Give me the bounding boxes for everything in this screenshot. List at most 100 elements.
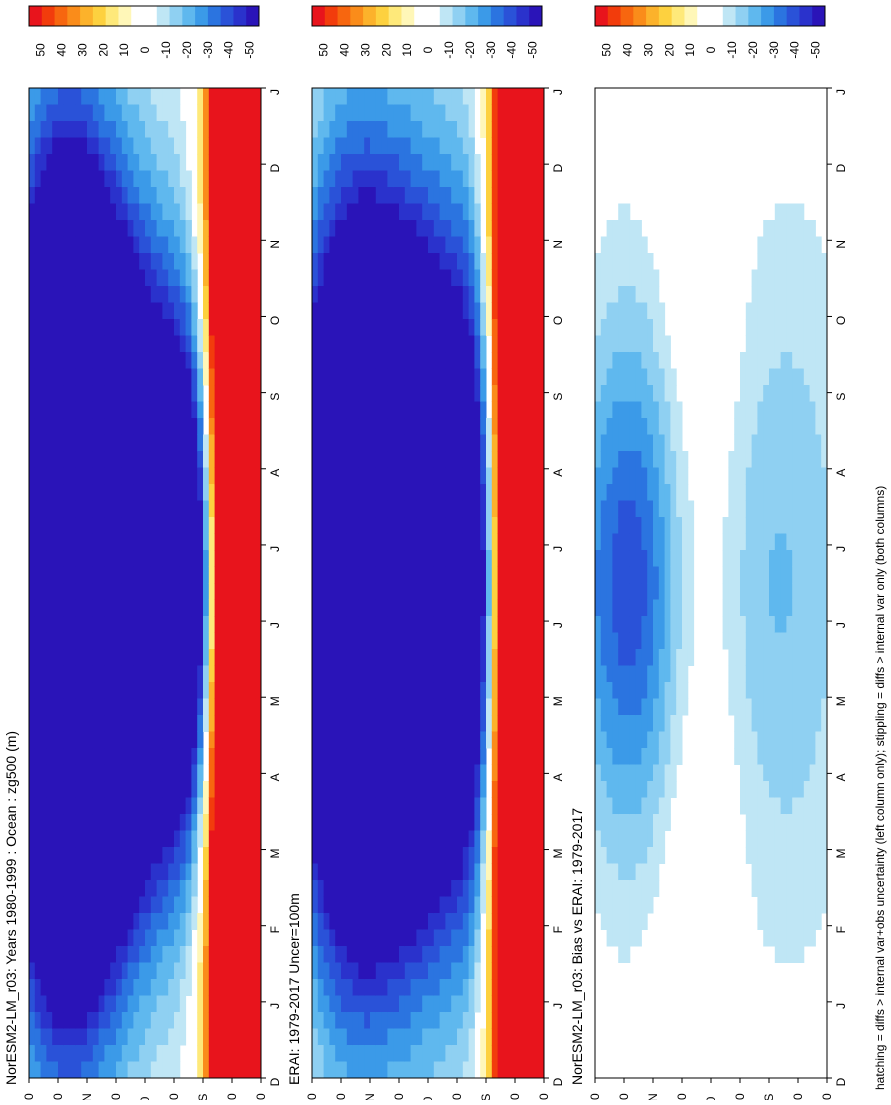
heatmap-cell [469,418,475,435]
heatmap-cell [209,930,215,947]
heatmap-cell [215,666,221,683]
heatmap-cell [244,1029,250,1046]
heatmap-cell [122,220,128,237]
heatmap-cell [422,616,428,633]
heatmap-cell [335,303,341,320]
heatmap-cell [145,484,151,501]
heatmap-cell [174,814,180,831]
heatmap-cell [347,138,353,155]
heatmap-cell [358,187,364,204]
heatmap-cell [75,237,81,254]
heatmap-cell [445,1029,451,1046]
heatmap-cell [382,385,388,402]
heatmap-cell [480,633,486,650]
heatmap-cell [387,517,393,534]
heatmap-cell [422,319,428,336]
heatmap-cell [457,649,463,666]
heatmap-cell [387,748,393,765]
heatmap-cell [139,319,145,336]
heatmap-cell [116,979,122,996]
heatmap-cell [110,798,116,815]
heatmap-cell [215,847,221,864]
heatmap-cell [122,369,128,386]
heatmap-cell [387,732,393,749]
heatmap-cell [52,880,58,897]
heatmap-cell [353,369,359,386]
heatmap-cell [41,303,47,320]
heatmap-cell [387,798,393,815]
heatmap-cell [474,930,480,947]
heatmap-cell [451,385,457,402]
x-tick-label: M [551,849,565,859]
heatmap-cell [110,930,116,947]
heatmap-cell [215,996,221,1013]
heatmap-cell [364,946,370,963]
heatmap-cell [122,88,128,105]
heatmap-cell [191,319,197,336]
heatmap-cell [104,946,110,963]
heatmap-cell [503,352,509,369]
heatmap-cell [376,831,382,848]
heatmap-cell [347,715,353,732]
heatmap-cell [364,913,370,930]
heatmap-cell [186,319,192,336]
heatmap-cell [480,748,486,765]
heatmap-cell [180,468,186,485]
heatmap-cell [370,847,376,864]
heatmap-cell [341,649,347,666]
heatmap-cell [428,913,434,930]
heatmap-cell [469,996,475,1013]
heatmap-cell [341,385,347,402]
heatmap-cell [364,699,370,716]
heatmap-cell [405,732,411,749]
heatmap-cell [457,88,463,105]
heatmap-cell [405,979,411,996]
heatmap-cell [428,171,434,188]
heatmap-cell [244,963,250,980]
heatmap-cell [180,996,186,1013]
heatmap-cell [324,600,330,617]
heatmap-cell [151,451,157,468]
heatmap-cell [180,666,186,683]
heatmap-cell [411,435,417,452]
heatmap-cell [399,913,405,930]
heatmap-cell [498,682,504,699]
heatmap-cell [399,1012,405,1029]
heatmap-cell [411,798,417,815]
heatmap-cell [329,105,335,122]
heatmap-cell [376,418,382,435]
heatmap-cell [122,154,128,171]
heatmap-cell [151,847,157,864]
heatmap-cell [411,633,417,650]
heatmap-cell [492,847,498,864]
heatmap-cell [335,864,341,881]
heatmap-cell [486,682,492,699]
heatmap-cell [87,864,93,881]
heatmap-cell [532,517,538,534]
heatmap-cell [382,138,388,155]
heatmap-cell [503,748,509,765]
heatmap-cell [186,418,192,435]
heatmap-cell [445,171,451,188]
heatmap-cell [335,979,341,996]
heatmap-cell [434,666,440,683]
heatmap-cell [122,600,128,617]
heatmap-cell [469,600,475,617]
heatmap-cell [399,550,405,567]
heatmap-cell [416,138,422,155]
heatmap-cell [601,385,607,402]
heatmap-cell [405,402,411,419]
colorbar-swatch [504,6,517,26]
heatmap-cell [416,220,422,237]
y-tick-label: 60 [508,1093,522,1100]
heatmap-cell [347,501,353,518]
heatmap-cell [145,550,151,567]
heatmap-cell [532,963,538,980]
heatmap-cell [226,979,232,996]
heatmap-cell [312,303,318,320]
colorbar-label: -50 [526,41,540,59]
heatmap-cell [93,220,99,237]
heatmap-cell [532,897,538,914]
heatmap-cell [376,1012,382,1029]
heatmap-cell [474,369,480,386]
